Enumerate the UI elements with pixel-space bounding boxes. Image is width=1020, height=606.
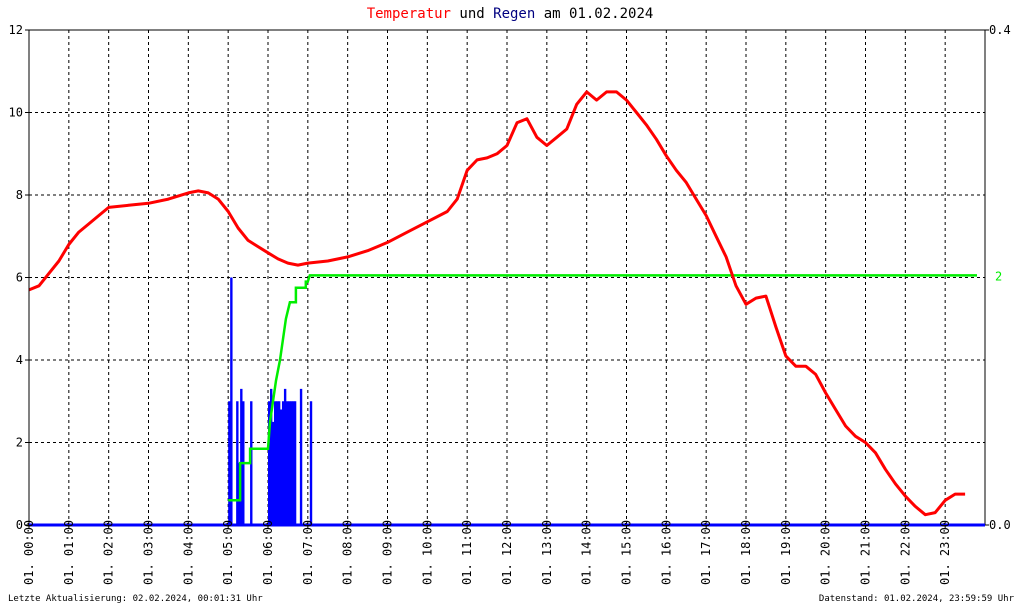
x-tick-label: 01. 01:00 <box>62 520 76 585</box>
rain-bar <box>240 388 243 525</box>
rain-bar <box>228 401 231 525</box>
rain-bar <box>293 401 297 525</box>
x-tick-label: 01. 06:00 <box>261 520 275 585</box>
x-tick-label: 01. 15:00 <box>620 520 634 585</box>
temperature-line <box>28 90 966 517</box>
chart-lines <box>28 90 977 517</box>
x-tick-label: 01. 07:00 <box>301 520 315 585</box>
x-tick-label: 01. 19:00 <box>779 520 793 585</box>
rain-bar <box>309 401 313 525</box>
x-tick-label: 01. 02:00 <box>102 520 116 585</box>
rain-cumulative-end-label: 2 <box>995 269 1002 283</box>
x-tick-label: 01. 20:00 <box>819 520 833 585</box>
x-tick-label: 01. 23:00 <box>938 520 952 585</box>
tick-labels: 0 2 4 6 8 10 12 0.4 0.0 2 01. 00:00 01. 01:00 01. 02… <box>9 23 1011 585</box>
x-tick-label: 01. 12:00 <box>500 520 514 585</box>
x-tick-label: 01. 00:00 <box>22 520 36 585</box>
rain-bar <box>283 388 287 525</box>
rain-bar <box>285 401 289 525</box>
rain-bar <box>281 401 285 525</box>
title-regen: Regen <box>493 6 535 22</box>
rain-bar <box>279 409 283 525</box>
y-tick-label-right: 0.0 <box>989 518 1011 532</box>
y-tick-label-left: 6 <box>16 271 23 285</box>
x-tick-label: 01. 09:00 <box>381 520 395 585</box>
rain-bar <box>275 401 279 525</box>
rain-bar <box>269 388 273 525</box>
rain-bar <box>271 421 275 525</box>
y-tick-label-left: 10 <box>9 106 23 120</box>
rain-bar <box>287 401 291 525</box>
rain-bar <box>236 401 239 525</box>
footer-last-update: Letzte Aktualisierung: 02.02.2024, 00:01… <box>8 594 263 604</box>
x-tick-label: 01. 05:00 <box>221 520 235 585</box>
rain-cumulative-line <box>228 274 977 502</box>
x-tick-label: 01. 16:00 <box>659 520 673 585</box>
rain-bar <box>277 401 281 525</box>
y-tick-label-left: 12 <box>9 23 23 37</box>
chart-title: Temperatur und Regen am 01.02.2024 <box>367 6 654 22</box>
y-tick-label-left: 2 <box>16 436 23 450</box>
x-tick-label: 01. 10:00 <box>420 520 434 585</box>
x-tick-label: 01. 17:00 <box>699 520 713 585</box>
axes <box>25 29 989 529</box>
y-tick-label-left: 8 <box>16 188 23 202</box>
rain-bar <box>291 401 295 525</box>
y-tick-label-left: 4 <box>16 353 23 367</box>
y-tick-label-left: 0 <box>16 518 23 532</box>
rain-bar <box>268 401 271 525</box>
y-tick-label-right: 0.4 <box>989 23 1011 37</box>
x-tick-label: 01. 08:00 <box>341 520 355 585</box>
title-date: am 01.02.2024 <box>535 6 653 22</box>
x-tick-label: 01. 14:00 <box>580 520 594 585</box>
x-tick-label: 01. 22:00 <box>898 520 912 585</box>
x-tick-label: 01. 18:00 <box>739 520 753 585</box>
grid <box>29 30 985 525</box>
rain-bar <box>299 388 303 525</box>
footer-data-status: Datenstand: 01.02.2024, 23:59:59 Uhr <box>818 594 1014 604</box>
rain-bar <box>273 401 277 525</box>
x-tick-label: 01. 04:00 <box>181 520 195 585</box>
x-tick-label: 01. 13:00 <box>540 520 554 585</box>
rain-bar <box>289 401 293 525</box>
title-temperatur: Temperatur <box>367 6 451 22</box>
title-und: und <box>451 6 493 22</box>
x-tick-label: 01. 11:00 <box>460 520 474 585</box>
x-tick-label: 01. 21:00 <box>859 520 873 585</box>
x-tick-label: 01. 03:00 <box>142 520 156 585</box>
rain-bar <box>230 277 233 525</box>
